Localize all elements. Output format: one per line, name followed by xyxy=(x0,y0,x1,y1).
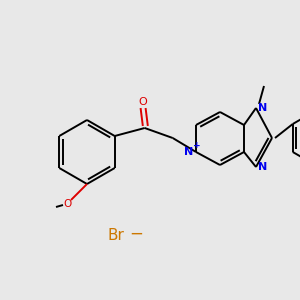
Text: +: + xyxy=(193,140,201,149)
Text: Br: Br xyxy=(107,228,124,243)
Text: N: N xyxy=(258,103,268,113)
Text: N: N xyxy=(184,147,194,157)
Text: −: − xyxy=(130,224,143,242)
Text: N: N xyxy=(258,162,268,172)
Text: O: O xyxy=(138,97,147,107)
Text: O: O xyxy=(63,199,71,209)
